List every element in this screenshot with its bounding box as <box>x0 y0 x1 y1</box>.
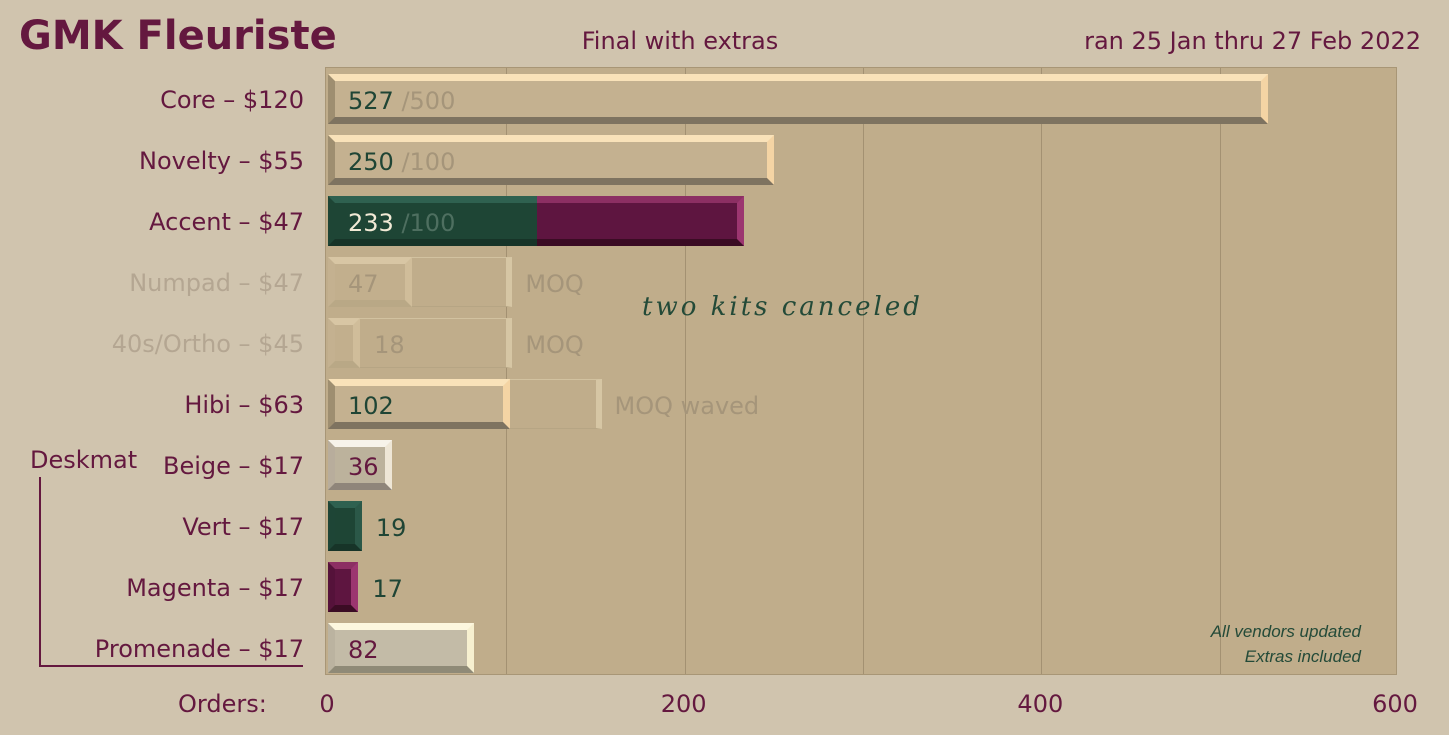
chart-title: GMK Fleuriste <box>19 13 337 59</box>
chart-subtitle: Final with extras <box>581 27 779 55</box>
bar-core-120 <box>328 74 1268 124</box>
value-label-beige-17: 36 <box>348 452 379 482</box>
value-label-numpad-47: 47 <box>348 269 379 299</box>
value-40s-ortho-45: 18 <box>374 331 405 359</box>
value-label-40s-ortho-45: 18 <box>374 330 405 360</box>
value-vert-17: 19 <box>375 514 407 542</box>
category-label-core-120: Core – $120 <box>160 86 304 114</box>
note-hibi-63: MOQ waved <box>614 392 760 420</box>
bar-promenade-17 <box>328 623 475 673</box>
bar-beige-17 <box>328 440 393 490</box>
bar-accent-47-magenta <box>536 196 744 246</box>
value-core-120: 527 <box>348 87 394 115</box>
category-label-magenta-17: Magenta – $17 <box>126 574 304 602</box>
category-label-hibi-63: Hibi – $63 <box>184 391 304 419</box>
category-label-accent-47: Accent – $47 <box>149 208 304 236</box>
value-label-magenta-17: 17 <box>372 574 403 604</box>
moq-goal-accent-47: /100 <box>393 209 456 237</box>
bar-accent-47-green <box>328 196 537 246</box>
x-tick-0: 0 <box>319 690 335 718</box>
bar-hibi-63 <box>328 379 510 429</box>
value-magenta-17: 17 <box>372 575 403 603</box>
value-accent-47: 233 <box>348 209 394 237</box>
category-label-numpad-47: Numpad – $47 <box>129 269 304 297</box>
gridline-200 <box>684 68 686 674</box>
gridline-400 <box>1041 68 1043 674</box>
value-label-hibi-63: 102 <box>348 391 394 421</box>
value-novelty-55: 250 <box>348 148 394 176</box>
value-label-accent-47: 233 /100 <box>348 208 455 238</box>
x-tick-600: 600 <box>1372 690 1418 718</box>
footnote-vendors: All vendors updated <box>1210 622 1361 641</box>
category-label-beige-17: Beige – $17 <box>163 452 304 480</box>
bar-magenta-17 <box>328 562 359 612</box>
bar-vert-17 <box>328 501 362 551</box>
value-numpad-47: 47 <box>348 270 379 298</box>
minor-gridline-500 <box>1219 68 1221 674</box>
bar-novelty-55 <box>328 135 774 185</box>
bar-numpad-47 <box>328 257 412 307</box>
value-label-novelty-55: 250 /100 <box>348 147 455 177</box>
moq-goal-novelty-55: /100 <box>393 148 456 176</box>
deskmat-group-label: Deskmat <box>30 446 138 474</box>
value-hibi-63: 102 <box>348 392 394 420</box>
x-axis-label: Orders: <box>178 690 267 718</box>
value-beige-17: 36 <box>348 453 379 481</box>
category-label-promenade-17: Promenade – $17 <box>94 635 304 663</box>
canceled-annotation: two kits canceled <box>642 292 923 322</box>
minor-gridline-300 <box>863 68 864 674</box>
deskmat-bracket <box>39 477 303 667</box>
x-tick-400: 400 <box>1017 690 1064 718</box>
plot-area: 527 /500 250 /100 233 /100 47 MOQ 18 MOQ 102 MOQ… <box>325 67 1397 675</box>
value-label-vert-17: 19 <box>376 513 407 543</box>
category-label-vert-17: Vert – $17 <box>182 513 304 541</box>
footnote-extras: Extras included <box>1244 647 1361 666</box>
note-numpad-47: MOQ <box>525 270 584 298</box>
category-label-40s-ortho-45: 40s/Ortho – $45 <box>111 330 304 358</box>
value-label-promenade-17: 82 <box>348 635 379 665</box>
bar-40s-ortho-45 <box>328 318 361 368</box>
value-label-core-120: 527 /500 <box>348 86 455 116</box>
x-tick-200: 200 <box>660 690 707 718</box>
minor-gridline-100 <box>506 68 508 674</box>
note-40s-ortho-45: MOQ <box>525 331 584 359</box>
date-range: ran 25 Jan thru 27 Feb 2022 <box>1084 27 1421 55</box>
value-promenade-17: 82 <box>348 636 379 664</box>
category-label-novelty-55: Novelty – $55 <box>139 147 304 175</box>
moq-goal-core-120: /500 <box>393 87 456 115</box>
